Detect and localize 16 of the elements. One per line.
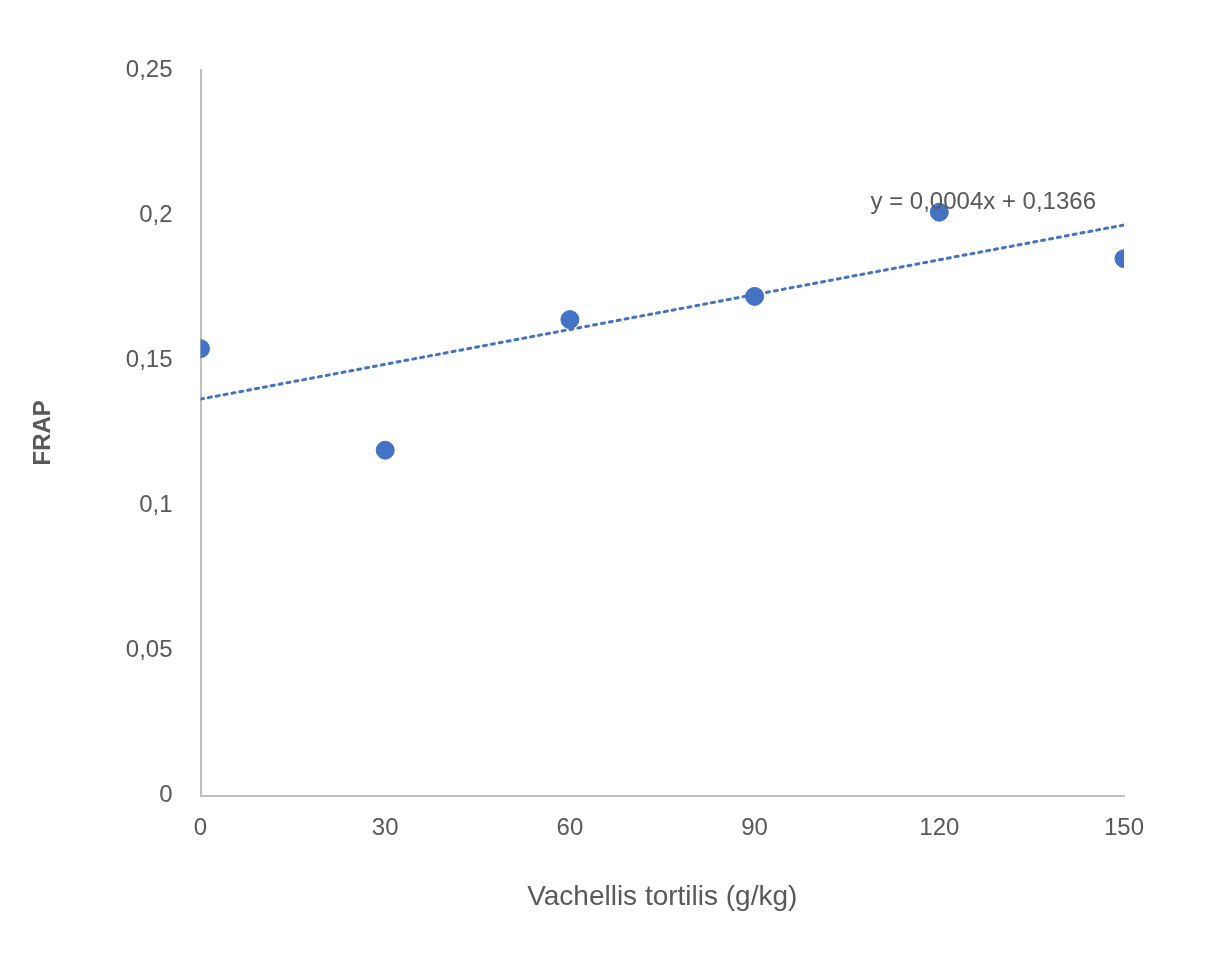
x-tick-label: 150 — [1103, 812, 1145, 840]
point — [560, 310, 580, 330]
y-axis-title: FRAP — [28, 400, 56, 466]
x-tick-label: 0 — [193, 812, 208, 840]
y-tick-label: 0,1 — [139, 489, 173, 517]
annotation: y = 0,0004x + 0,1366 — [870, 186, 1096, 214]
y-tick-label: 0,25 — [125, 54, 173, 82]
y-tick-label: 0,15 — [125, 344, 173, 372]
x-tick-label: 60 — [556, 812, 584, 840]
y-tick-label: 0,05 — [125, 635, 173, 663]
y-tick-label: 0,2 — [139, 199, 173, 227]
x-tick-label: 90 — [741, 812, 768, 840]
y-tick-label: 0 — [159, 780, 173, 808]
x-axis-title: Vachellis tortilis (g/kg) — [527, 879, 798, 911]
x-tick-label: 120 — [919, 812, 960, 840]
x-tick-label: 30 — [371, 812, 399, 840]
